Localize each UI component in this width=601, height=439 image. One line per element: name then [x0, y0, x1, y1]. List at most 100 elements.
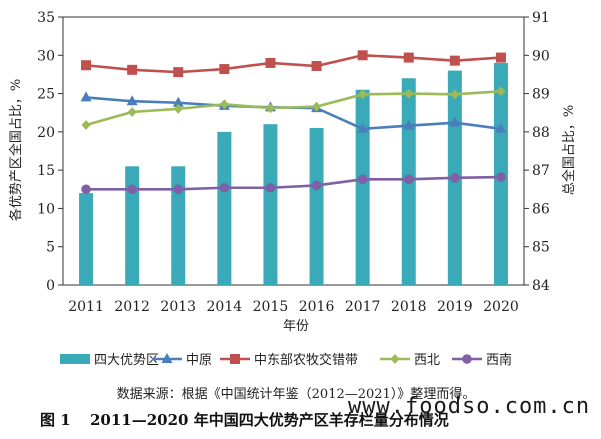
x-tick-label: 2012 — [114, 299, 150, 315]
right-tick-label: 90 — [532, 48, 550, 64]
series-1-point-2013 — [173, 67, 184, 78]
legend-marker — [462, 354, 472, 364]
x-tick-label: 2015 — [253, 299, 289, 315]
bar-2015 — [263, 124, 278, 285]
legend-marker — [230, 354, 240, 364]
legend-item-4: 西南 — [452, 352, 512, 368]
legend-item-2: 中东部农牧交错带 — [220, 352, 358, 368]
series-0-point-2013 — [172, 96, 184, 107]
right-tick-label: 84 — [532, 278, 550, 294]
series-0-point-2012 — [126, 95, 138, 106]
series-2-point-2019 — [450, 89, 460, 100]
chart-title: 2011—2020 年中国四大优势产区羊存栏量分布情况 — [90, 411, 449, 429]
series-0-point-2019 — [449, 116, 461, 127]
series-2-point-2012 — [127, 106, 137, 117]
right-tick-label: 87 — [532, 163, 550, 179]
left-tick-label: 10 — [37, 201, 55, 217]
series-1 — [81, 50, 506, 78]
x-tick-label: 2011 — [68, 299, 104, 315]
right-tick-label: 86 — [532, 201, 550, 217]
series-line-2 — [85, 89, 502, 127]
series-2-point-2011 — [81, 119, 91, 130]
watermark-text: www.foodso.com.cn — [348, 394, 590, 419]
right-axis-ticks: 84 85 86 87 88 89 90 91 — [524, 10, 550, 294]
left-tick-label: 15 — [37, 163, 55, 179]
legend-item-1: 中原 — [152, 353, 212, 368]
series-2-point-2020 — [496, 86, 506, 97]
series-3-point-2016 — [311, 180, 322, 191]
series-1-point-2012 — [127, 64, 138, 75]
series-2-point-2013 — [173, 103, 183, 114]
series-1-point-2020 — [495, 52, 506, 63]
legend-swatch — [60, 354, 90, 364]
bar-2017 — [355, 89, 370, 285]
series-3 — [81, 172, 506, 195]
x-tick-label: 2017 — [345, 299, 381, 315]
series-0-point-2020 — [495, 122, 507, 133]
left-axis-title: 各优势产区全国占比，% — [8, 79, 24, 221]
bar-2011 — [79, 193, 94, 285]
legend-item-3: 西北 — [380, 353, 440, 368]
series-3-point-2011 — [81, 184, 91, 195]
left-tick-label: 35 — [37, 10, 55, 26]
legend-label: 中原 — [186, 353, 212, 368]
series-2-point-2014 — [219, 99, 229, 110]
left-tick-label: 0 — [46, 278, 55, 294]
series-3-point-2018 — [403, 174, 414, 185]
x-tick-label: 2019 — [437, 299, 473, 315]
legend-label: 四大优势区 — [94, 352, 159, 368]
right-tick-label: 89 — [532, 87, 550, 103]
x-axis-ticks: 2011 2012 2013 2014 2015 2016 2017 2018 2019 2020 — [68, 299, 519, 315]
left-tick-label: 20 — [37, 125, 55, 141]
legend-label: 西南 — [486, 352, 512, 368]
series-1-point-2014 — [219, 64, 230, 75]
series-2-point-2016 — [312, 101, 322, 112]
x-axis-title: 年份 — [283, 319, 309, 334]
series-1-point-2015 — [265, 57, 276, 68]
series-1-point-2018 — [403, 52, 414, 63]
plot-frame — [62, 16, 525, 286]
x-tick-label: 2013 — [160, 299, 196, 315]
series-3-point-2017 — [357, 174, 368, 185]
series-3-point-2015 — [265, 182, 276, 193]
x-tick-label: 2020 — [483, 299, 519, 315]
x-tick-label: 2016 — [299, 299, 335, 315]
bar-2016 — [309, 128, 324, 285]
legend-label: 中东部农牧交错带 — [254, 352, 358, 368]
series-0-point-2017 — [357, 122, 369, 133]
bar-series — [79, 62, 508, 285]
left-axis-ticks: 0 5 10 15 20 25 30 35 — [37, 10, 63, 294]
left-tick-label: 5 — [46, 240, 55, 256]
bar-2013 — [171, 166, 186, 285]
bar-2014 — [217, 131, 232, 285]
right-tick-label: 88 — [532, 125, 550, 141]
series-0-point-2011 — [80, 91, 92, 102]
x-tick-label: 2014 — [207, 299, 243, 315]
plot-area — [62, 16, 525, 286]
series-line-3 — [86, 175, 501, 191]
series-3-point-2013 — [173, 184, 184, 195]
legend-marker — [161, 353, 173, 363]
series-2-point-2015 — [265, 103, 275, 114]
series-line-1 — [85, 53, 502, 74]
series-0-point-2018 — [403, 119, 415, 130]
legend-label: 西北 — [414, 353, 440, 368]
legend-item-0: 四大优势区 — [60, 352, 159, 368]
series-3-point-2020 — [496, 172, 506, 182]
x-tick-label: 2018 — [391, 299, 427, 315]
source-note: 数据来源：根据《中国统计年鉴（2012—2021）》整理而得。 — [117, 386, 476, 402]
series-3-point-2012 — [127, 184, 137, 195]
series-2 — [81, 86, 506, 130]
legend-marker — [390, 354, 400, 364]
series-1-point-2016 — [311, 61, 322, 72]
series-1-point-2017 — [357, 50, 368, 61]
left-tick-label: 30 — [37, 48, 55, 64]
right-axis-title: 总全国占比，% — [561, 105, 577, 195]
series-3-point-2019 — [450, 173, 460, 183]
series-line-0 — [85, 96, 502, 131]
series-1-point-2019 — [449, 55, 460, 66]
series-3-point-2014 — [219, 182, 230, 193]
right-tick-label: 91 — [532, 10, 550, 26]
legend: 四大优势区 中原 中东部农牧交错带 西北 西南 — [60, 352, 512, 368]
